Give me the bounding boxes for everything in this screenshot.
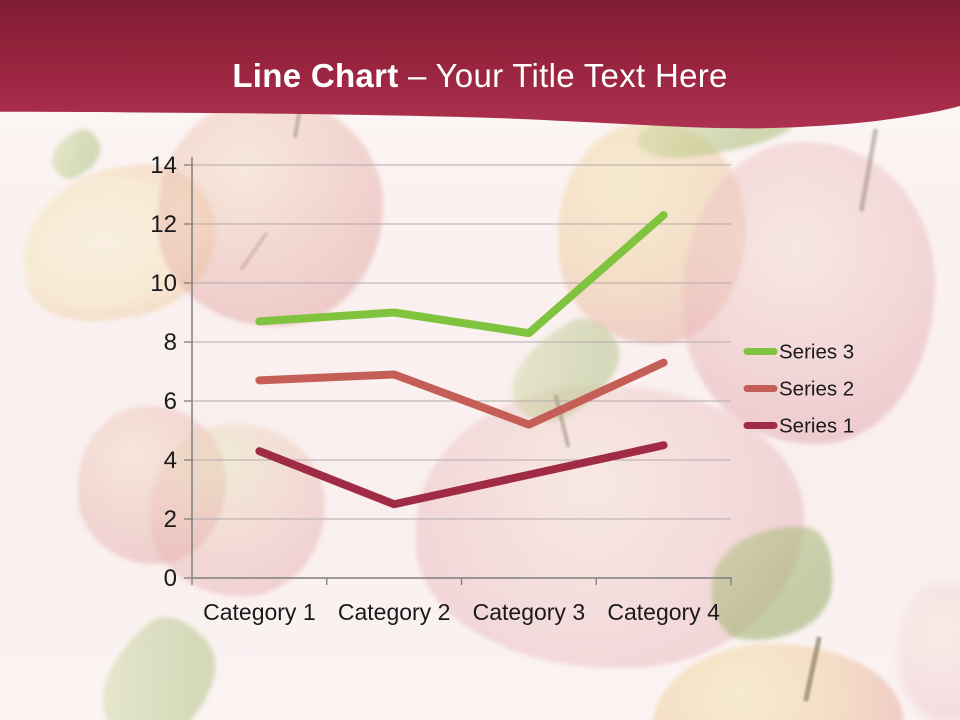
y-axis-label: 0	[164, 565, 177, 592]
x-axis-label: Category 3	[473, 599, 586, 625]
series-line-series-3	[255, 211, 668, 338]
series-line-series-1	[255, 441, 668, 509]
x-axis-label: Category 1	[203, 599, 316, 625]
y-axis-label: 4	[164, 447, 177, 474]
header-banner	[0, 0, 960, 129]
legend-label-series-1: Series 1	[779, 415, 854, 438]
series-line-series-2	[255, 358, 668, 429]
slide-title-rest: – Your Title Text Here	[398, 57, 728, 94]
legend-label-series-3: Series 3	[779, 341, 854, 364]
y-axis-label: 8	[164, 329, 177, 356]
y-axis-label: 10	[150, 270, 177, 297]
slide-title: Line Chart – Your Title Text Here	[0, 57, 960, 95]
x-axis-label: Category 2	[338, 599, 451, 625]
legend-label-series-2: Series 2	[779, 378, 854, 401]
y-axis-label: 6	[164, 388, 177, 415]
y-axis-label: 14	[150, 152, 177, 179]
banner-wave-shape	[0, 0, 960, 129]
x-axis-label: Category 4	[607, 599, 720, 625]
y-axis-label: 2	[164, 506, 177, 533]
slide-title-bold: Line Chart	[232, 57, 399, 94]
y-axis-label: 12	[150, 211, 177, 238]
